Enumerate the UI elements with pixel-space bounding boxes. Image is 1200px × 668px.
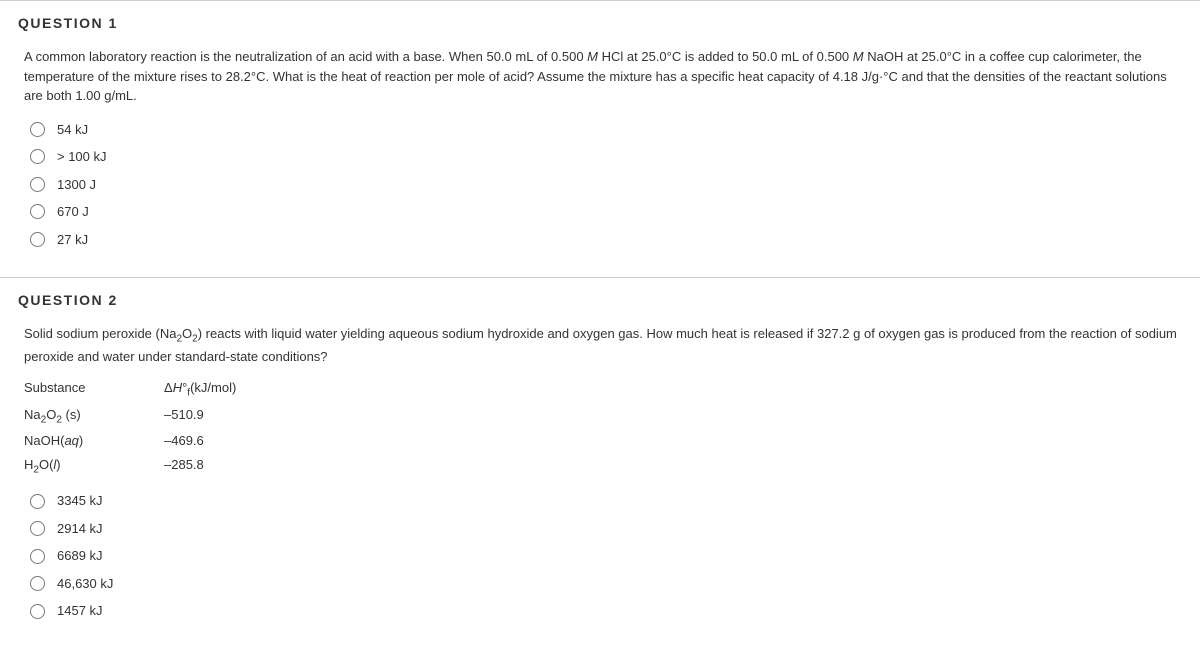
radio-icon[interactable] xyxy=(30,494,45,509)
question-prompt: A common laboratory reaction is the neut… xyxy=(24,47,1182,106)
table-cell: H2O(l) xyxy=(24,453,164,480)
option-row[interactable]: > 100 kJ xyxy=(24,143,1182,171)
table-cell: NaOH(aq) xyxy=(24,429,164,453)
table-header-cell: Substance xyxy=(24,376,164,403)
option-label: 54 kJ xyxy=(57,120,88,140)
question-block: QUESTION 1 A common laboratory reaction i… xyxy=(0,0,1200,277)
table-row: Na2O2 (s)–510.9 xyxy=(24,403,284,430)
question-heading: QUESTION 1 xyxy=(18,15,1182,31)
table-row: NaOH(aq)–469.6 xyxy=(24,429,284,453)
radio-icon[interactable] xyxy=(30,204,45,219)
table-row: H2O(l)–285.8 xyxy=(24,453,284,480)
option-label: 3345 kJ xyxy=(57,491,103,511)
question-prompt: Solid sodium peroxide (Na2O2) reacts wit… xyxy=(24,324,1182,366)
option-row[interactable]: 670 J xyxy=(24,198,1182,226)
table-cell: –510.9 xyxy=(164,403,284,430)
option-label: 1300 J xyxy=(57,175,96,195)
radio-icon[interactable] xyxy=(30,549,45,564)
radio-icon[interactable] xyxy=(30,232,45,247)
radio-icon[interactable] xyxy=(30,177,45,192)
option-label: 46,630 kJ xyxy=(57,574,113,594)
question-body: A common laboratory reaction is the neut… xyxy=(18,47,1182,253)
option-label: 2914 kJ xyxy=(57,519,103,539)
option-row[interactable]: 3345 kJ xyxy=(24,487,1182,515)
radio-icon[interactable] xyxy=(30,604,45,619)
radio-icon[interactable] xyxy=(30,521,45,536)
table-header-cell: ΔH°f(kJ/mol) xyxy=(164,376,284,403)
option-row[interactable]: 1300 J xyxy=(24,171,1182,199)
option-label: > 100 kJ xyxy=(57,147,107,167)
option-row[interactable]: 27 kJ xyxy=(24,226,1182,254)
option-label: 6689 kJ xyxy=(57,546,103,566)
question-block: QUESTION 2 Solid sodium peroxide (Na2O2) … xyxy=(0,277,1200,649)
option-row[interactable]: 2914 kJ xyxy=(24,515,1182,543)
option-row[interactable]: 46,630 kJ xyxy=(24,570,1182,598)
option-row[interactable]: 6689 kJ xyxy=(24,542,1182,570)
table-cell: –469.6 xyxy=(164,429,284,453)
radio-icon[interactable] xyxy=(30,122,45,137)
radio-icon[interactable] xyxy=(30,149,45,164)
table-cell: –285.8 xyxy=(164,453,284,480)
option-row[interactable]: 54 kJ xyxy=(24,116,1182,144)
option-label: 1457 kJ xyxy=(57,601,103,621)
option-label: 670 J xyxy=(57,202,89,222)
question-heading: QUESTION 2 xyxy=(18,292,1182,308)
data-table: SubstanceΔH°f(kJ/mol)Na2O2 (s)–510.9NaOH… xyxy=(24,376,284,479)
option-label: 27 kJ xyxy=(57,230,88,250)
question-body: Solid sodium peroxide (Na2O2) reacts wit… xyxy=(18,324,1182,625)
table-cell: Na2O2 (s) xyxy=(24,403,164,430)
option-row[interactable]: 1457 kJ xyxy=(24,597,1182,625)
radio-icon[interactable] xyxy=(30,576,45,591)
